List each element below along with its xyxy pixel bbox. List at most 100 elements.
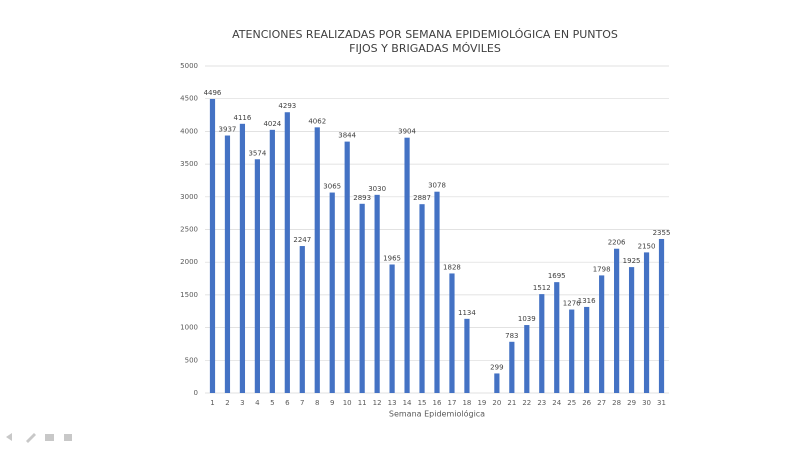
value-label: 3065 — [323, 183, 341, 191]
value-label: 4024 — [263, 120, 281, 128]
x-tick-label: 8 — [315, 399, 319, 407]
y-tick-label: 2000 — [180, 258, 198, 266]
x-tick-label: 3 — [240, 399, 244, 407]
x-tick-label: 4 — [255, 399, 260, 407]
bar — [449, 273, 455, 393]
bar — [628, 267, 635, 393]
bar — [359, 203, 365, 393]
value-label: 3844 — [338, 132, 356, 140]
x-tick-label: 6 — [285, 399, 290, 407]
bar — [284, 112, 290, 394]
value-label: 4062 — [308, 117, 326, 125]
value-label: 2247 — [293, 236, 311, 244]
bar — [389, 264, 395, 393]
bar — [539, 294, 545, 393]
x-axis-title: Semana Epidemiológica — [389, 409, 485, 419]
bar — [434, 191, 440, 393]
x-tick-label: 15 — [418, 399, 427, 407]
value-label: 4116 — [234, 114, 252, 122]
bar — [494, 373, 500, 393]
x-tick-label: 21 — [507, 399, 516, 407]
bar — [209, 98, 216, 393]
y-tick-label: 5000 — [180, 62, 198, 70]
value-label: 1276 — [563, 300, 581, 308]
slide-controls[interactable] — [6, 433, 72, 443]
slides-button[interactable] — [45, 434, 54, 441]
bar — [419, 204, 425, 393]
y-tick-label: 1000 — [180, 324, 198, 332]
value-label: 299 — [490, 363, 503, 371]
value-label: 3937 — [219, 126, 237, 134]
x-tick-label: 7 — [300, 399, 304, 407]
x-tick-label: 16 — [433, 399, 442, 407]
bar — [344, 141, 350, 393]
value-label: 2150 — [638, 242, 656, 250]
x-tick-label: 29 — [627, 399, 636, 407]
y-tick-label: 4000 — [180, 127, 198, 135]
x-tick-label: 5 — [270, 399, 274, 407]
value-label: 1512 — [533, 284, 551, 292]
y-tick-label: 0 — [194, 389, 198, 397]
value-label: 783 — [505, 332, 518, 340]
x-tick-label: 30 — [642, 399, 651, 407]
chart-title: FIJOS Y BRIGADAS MÓVILES — [349, 42, 501, 55]
value-label: 2893 — [353, 194, 371, 202]
x-tick-label: 27 — [597, 399, 606, 407]
x-tick-label: 24 — [552, 399, 561, 407]
bar — [329, 192, 335, 393]
x-tick-label: 9 — [330, 399, 334, 407]
y-tick-label: 4500 — [180, 95, 198, 103]
value-label: 2355 — [653, 229, 671, 237]
x-tick-label: 17 — [448, 399, 457, 407]
value-label: 1925 — [623, 257, 641, 265]
value-label: 2887 — [413, 194, 431, 202]
bar — [299, 246, 305, 393]
value-label: 4496 — [204, 89, 222, 97]
bar — [269, 129, 275, 394]
pen-button[interactable] — [26, 433, 36, 443]
x-tick-label: 25 — [567, 399, 576, 407]
value-label: 1798 — [593, 265, 611, 273]
y-tick-label: 1500 — [180, 291, 198, 299]
bar — [643, 252, 650, 393]
bar — [509, 341, 515, 393]
value-label: 2206 — [608, 239, 626, 247]
x-tick-label: 14 — [403, 399, 412, 407]
bar — [569, 309, 575, 393]
x-tick-label: 12 — [373, 399, 382, 407]
x-tick-label: 26 — [582, 399, 591, 407]
bar — [314, 127, 320, 393]
x-tick-label: 22 — [522, 399, 531, 407]
value-label: 3574 — [248, 149, 266, 157]
y-tick-label: 3500 — [180, 160, 198, 168]
prev-button[interactable] — [6, 433, 12, 441]
x-tick-label: 31 — [657, 399, 666, 407]
chart-title: ATENCIONES REALIZADAS POR SEMANA EPIDEMI… — [232, 28, 618, 41]
value-label: 4293 — [278, 102, 296, 110]
y-tick-label: 500 — [185, 356, 198, 364]
bar — [254, 159, 260, 393]
x-tick-label: 19 — [477, 399, 486, 407]
bar — [239, 123, 246, 393]
value-label: 3030 — [368, 185, 386, 193]
value-label: 1316 — [578, 297, 596, 305]
x-tick-label: 13 — [388, 399, 397, 407]
x-tick-label: 2 — [225, 399, 229, 407]
bar — [404, 137, 410, 393]
bar — [224, 135, 231, 393]
x-tick-label: 10 — [343, 399, 352, 407]
value-label: 1695 — [548, 272, 566, 280]
x-tick-label: 28 — [612, 399, 621, 407]
bar — [658, 238, 665, 393]
value-label: 3078 — [428, 182, 446, 190]
bar — [464, 318, 470, 393]
x-tick-label: 18 — [462, 399, 471, 407]
bar — [554, 282, 560, 393]
zoom-button[interactable] — [64, 434, 72, 441]
x-tick-label: 23 — [537, 399, 546, 407]
bar — [599, 275, 605, 393]
y-tick-label: 3000 — [180, 193, 198, 201]
